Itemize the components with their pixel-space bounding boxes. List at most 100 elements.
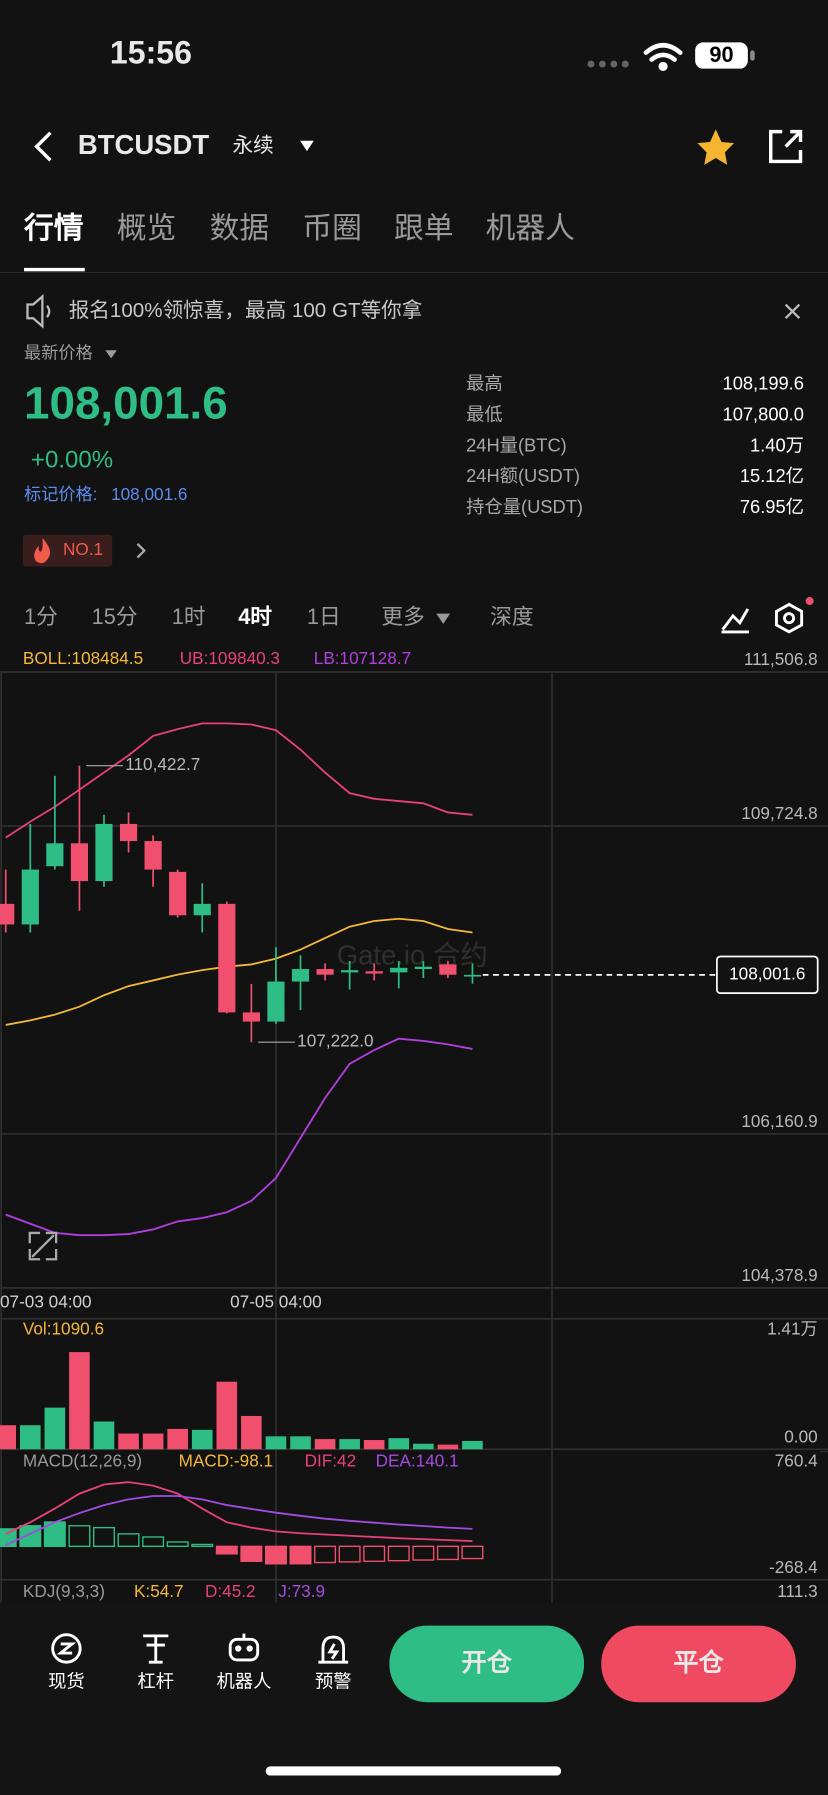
symbol-dropdown[interactable] xyxy=(300,140,314,152)
stat-label: 24H量(BTC) xyxy=(466,434,567,455)
volume-bar xyxy=(241,1415,262,1450)
stat-value: 76.95亿 xyxy=(740,496,804,517)
boll-line xyxy=(5,917,473,1026)
nav-label[interactable]: 机器人 xyxy=(216,1671,271,1692)
legend-entry: J:73.9 xyxy=(278,1581,325,1601)
candle-body xyxy=(119,823,138,842)
macd-bar xyxy=(412,1545,435,1561)
clock: 15:56 xyxy=(110,34,192,70)
price-label[interactable]: 最新价格 xyxy=(24,342,93,362)
y-tick-label: 111.3 xyxy=(777,1581,817,1601)
nav-label[interactable]: 现货 xyxy=(48,1671,85,1692)
interval[interactable]: 1分 xyxy=(24,604,58,629)
candle-body xyxy=(390,967,408,973)
open-label[interactable]: 开仓 xyxy=(462,1648,513,1677)
open-button[interactable] xyxy=(389,1625,585,1703)
macd-bar xyxy=(92,1526,115,1548)
stat-label: 最高 xyxy=(466,372,503,393)
share-button[interactable] xyxy=(769,129,803,164)
macd-bar xyxy=(68,1525,91,1548)
tab[interactable]: 行情 xyxy=(23,212,84,245)
close-button[interactable] xyxy=(601,1625,796,1703)
indicator-button[interactable] xyxy=(721,608,750,634)
candle-body xyxy=(242,1012,260,1022)
candle-body xyxy=(21,869,39,925)
legend-entry: K:54.7 xyxy=(134,1581,184,1601)
macd-bar xyxy=(461,1545,484,1560)
legend-entry: LB:107128.7 xyxy=(314,648,411,668)
settings-button[interactable] xyxy=(775,602,804,634)
volume-bar xyxy=(339,1439,360,1450)
macd-bar xyxy=(363,1545,386,1562)
symbol[interactable]: BTCUSDT xyxy=(78,129,209,160)
macd-bar xyxy=(166,1541,189,1548)
banner-close[interactable] xyxy=(784,303,801,320)
interval[interactable]: 1日 xyxy=(307,604,341,629)
candle-body xyxy=(341,970,359,973)
macd-bar xyxy=(338,1545,361,1563)
tab-underline xyxy=(24,267,85,272)
interval[interactable]: 更多 xyxy=(381,604,425,629)
interval[interactable]: 深度 xyxy=(490,604,534,629)
volume-bar xyxy=(93,1421,115,1450)
boll-line xyxy=(5,722,473,839)
candle-body xyxy=(365,971,383,974)
candle-body xyxy=(0,903,15,925)
macd-bar xyxy=(142,1536,165,1548)
stat-label: 24H额(USDT) xyxy=(466,465,580,486)
tab[interactable]: 概览 xyxy=(117,212,177,245)
close-label[interactable]: 平仓 xyxy=(673,1648,724,1677)
tab[interactable]: 跟单 xyxy=(394,212,454,245)
rank-chevron[interactable] xyxy=(136,542,146,559)
favorite-star[interactable] xyxy=(697,129,735,165)
tab[interactable]: 机器人 xyxy=(486,212,575,245)
stat-value: 107,800.0 xyxy=(723,403,804,424)
macd-bar xyxy=(117,1533,140,1548)
interval[interactable]: 4时 xyxy=(238,604,272,629)
interval[interactable]: 15分 xyxy=(92,604,138,629)
volume-bar xyxy=(167,1428,188,1450)
price-dropdown[interactable] xyxy=(105,350,117,359)
macd-bar xyxy=(264,1545,287,1565)
candle-body xyxy=(95,823,113,882)
legend-entry: BOLL:108484.5 xyxy=(23,648,143,668)
contract-type[interactable]: 永续 xyxy=(232,134,273,157)
bottom-labels: 现货 杠杆 机器人 预警 xyxy=(48,1671,351,1692)
home-indicator xyxy=(265,1766,562,1776)
back-button[interactable] xyxy=(34,131,52,162)
settings-hub xyxy=(783,612,796,625)
speaker-icon xyxy=(26,293,44,329)
fire-icon xyxy=(34,538,51,564)
macd-bar xyxy=(289,1545,312,1565)
tab[interactable]: 数据 xyxy=(210,212,270,245)
volume-bar xyxy=(19,1425,41,1450)
volume-bar xyxy=(437,1444,459,1450)
volume-bar xyxy=(191,1429,213,1450)
pane-title: MACD(12,26,9) xyxy=(23,1450,142,1470)
more-dropdown[interactable] xyxy=(436,613,451,624)
legend-entry: MACD:-98.1 xyxy=(179,1450,273,1470)
fullscreen-button[interactable] xyxy=(28,1231,58,1261)
interval[interactable]: 1时 xyxy=(172,604,206,629)
y-tick-label: 760.4 xyxy=(775,1450,818,1470)
x-tick-label: 07-05 04:00 xyxy=(230,1291,322,1311)
legend-entry: UB:109840.3 xyxy=(180,648,280,668)
last-price: 108,001.6 xyxy=(24,377,228,428)
rank[interactable]: NO.1 xyxy=(63,539,103,559)
wifi-icon xyxy=(643,42,683,71)
mark-price-label: 标记价格: xyxy=(24,484,97,504)
volume-bar xyxy=(69,1352,90,1450)
legend-entry: D:45.2 xyxy=(205,1581,256,1601)
candle-body xyxy=(144,841,162,870)
nav-label[interactable]: 预警 xyxy=(315,1671,352,1692)
nav-label[interactable]: 杠杆 xyxy=(137,1671,174,1692)
x-tick-label: 07-03 04:00 xyxy=(0,1291,92,1311)
candle-body xyxy=(291,969,310,982)
candle-body xyxy=(193,903,211,916)
banner-text[interactable]: 报名100%领惊喜，最高 100 GT等你拿 xyxy=(69,298,423,322)
tab[interactable]: 币圈 xyxy=(302,212,362,245)
legend-entry: DIF:42 xyxy=(305,1450,357,1470)
intervals: 1分 15分 1时 4时 1日 更多 深度 xyxy=(24,604,534,629)
volume-bar xyxy=(413,1443,434,1450)
